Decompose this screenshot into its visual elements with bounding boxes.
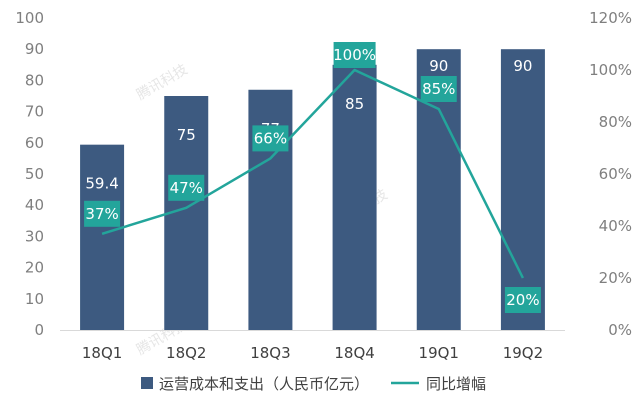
bar-value-label: 85 bbox=[345, 95, 364, 113]
y2-tick-label: 100% bbox=[589, 61, 632, 79]
x-tick-label: 18Q4 bbox=[334, 344, 374, 362]
growth-value-label: 66% bbox=[254, 129, 287, 147]
legend: 运营成本和支出（人民币亿元） 同比增幅 bbox=[141, 375, 486, 393]
y-tick-label: 80 bbox=[25, 71, 44, 89]
legend-bar-swatch bbox=[141, 377, 153, 389]
y2-tick-label: 0% bbox=[608, 321, 632, 339]
y2-tick-label: 60% bbox=[599, 165, 632, 183]
bar-value-label: 90 bbox=[429, 57, 448, 75]
x-axis: 18Q1 18Q2 18Q3 18Q4 19Q1 19Q2 bbox=[82, 344, 543, 362]
bar bbox=[332, 64, 377, 331]
y-tick-label: 60 bbox=[25, 134, 44, 152]
line-label-layer: 37% 47% 66% 100% 85% 20% bbox=[84, 42, 541, 313]
legend-line-label: 同比增幅 bbox=[426, 375, 486, 393]
y-axis-right: 0% 20% 40% 60% 80% 100% 120% bbox=[589, 9, 632, 339]
y-tick-label: 20 bbox=[25, 259, 44, 277]
growth-label-box bbox=[168, 174, 205, 201]
growth-label-box bbox=[504, 287, 541, 313]
line-series bbox=[101, 68, 525, 279]
y-tick-label: 50 bbox=[25, 165, 44, 183]
y2-tick-label: 80% bbox=[599, 113, 632, 131]
y-tick-label: 100 bbox=[15, 9, 44, 27]
x-tick-label: 18Q2 bbox=[166, 344, 206, 362]
bar bbox=[500, 49, 545, 330]
y-tick-label: 70 bbox=[25, 103, 44, 121]
x-tick-label: 19Q1 bbox=[419, 344, 459, 362]
bar-value-label: 59.4 bbox=[85, 175, 118, 193]
legend-bar-label: 运营成本和支出（人民币亿元） bbox=[159, 375, 369, 393]
bar-value-label: 90 bbox=[513, 57, 532, 75]
x-tick-label: 18Q3 bbox=[250, 344, 290, 362]
growth-label-box bbox=[333, 42, 376, 68]
x-tick-label: 18Q1 bbox=[82, 344, 122, 362]
y-axis-left: 0 10 20 30 40 50 60 70 80 90 100 bbox=[15, 9, 44, 339]
bar-value-label: 75 bbox=[177, 126, 196, 144]
y-tick-label: 0 bbox=[34, 321, 44, 339]
y2-tick-label: 20% bbox=[599, 269, 632, 287]
y2-tick-label: 40% bbox=[599, 217, 632, 235]
growth-value-label: 85% bbox=[422, 80, 455, 98]
growth-value-label: 20% bbox=[506, 291, 539, 309]
growth-label-box bbox=[84, 200, 121, 227]
x-tick-label: 19Q2 bbox=[503, 344, 543, 362]
y-tick-label: 40 bbox=[25, 196, 44, 214]
bar bbox=[80, 144, 125, 330]
bar-label-layer: 59.47577859090 bbox=[85, 57, 532, 192]
growth-value-label: 37% bbox=[85, 205, 118, 223]
growth-value-label: 47% bbox=[170, 179, 203, 197]
y-tick-label: 30 bbox=[25, 227, 44, 245]
y2-tick-label: 120% bbox=[589, 9, 632, 27]
growth-label-box bbox=[420, 76, 457, 102]
y-tick-label: 90 bbox=[25, 40, 44, 58]
y-tick-label: 10 bbox=[25, 290, 44, 308]
growth-line bbox=[101, 68, 525, 279]
growth-value-label: 100% bbox=[333, 46, 376, 64]
growth-label-box bbox=[252, 125, 289, 152]
